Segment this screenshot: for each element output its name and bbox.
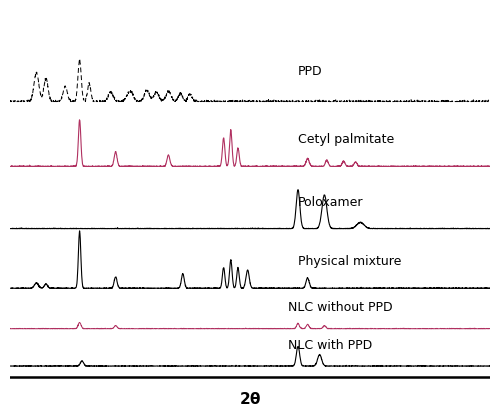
Text: NLC without PPD: NLC without PPD — [288, 301, 393, 314]
Text: PPD: PPD — [298, 65, 322, 78]
Text: Cetyl palmitate: Cetyl palmitate — [298, 133, 394, 146]
Text: $\mathbf{2\theta}$: $\mathbf{2\theta}$ — [239, 391, 261, 407]
Text: Physical mixture: Physical mixture — [298, 255, 402, 267]
Text: Poloxamer: Poloxamer — [298, 197, 364, 209]
Text: NLC with PPD: NLC with PPD — [288, 339, 372, 351]
